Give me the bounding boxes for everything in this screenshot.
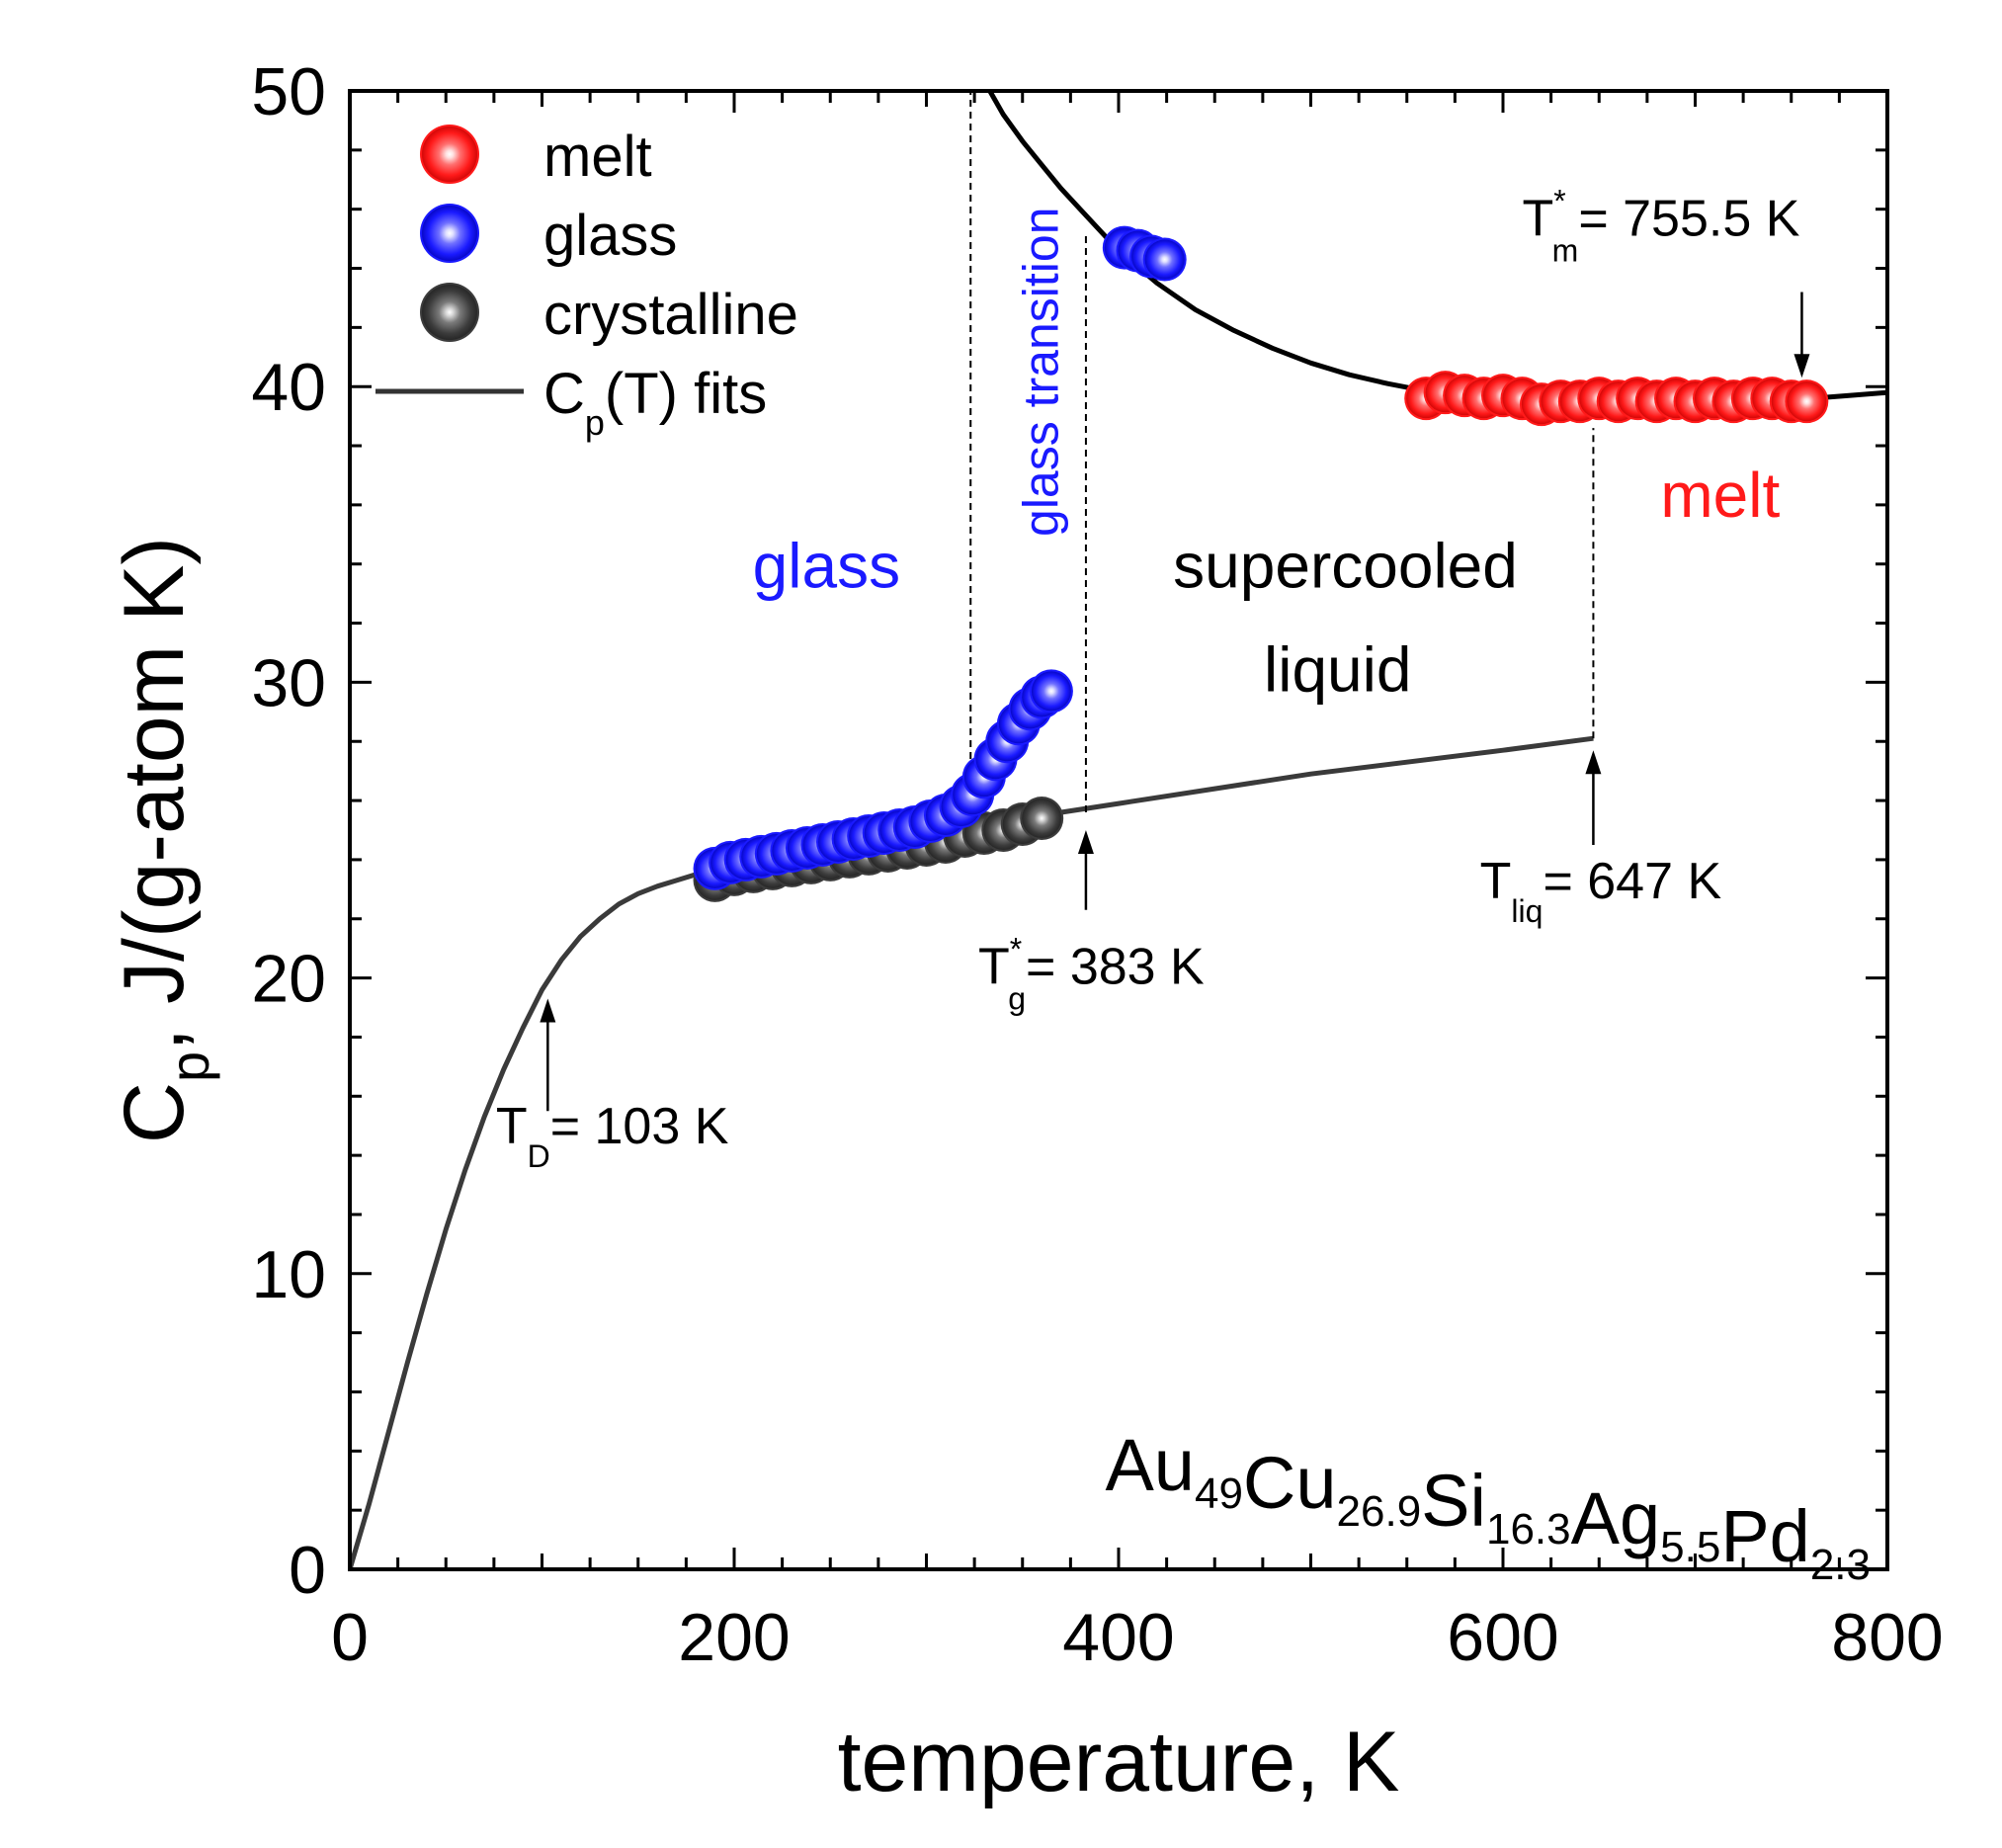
data-points bbox=[693, 225, 1829, 902]
temperature-label-sub: D bbox=[528, 1138, 550, 1174]
melt-point bbox=[1785, 379, 1829, 424]
temperature-label-base: T bbox=[1480, 853, 1512, 910]
temperature-label-base: T bbox=[978, 939, 1010, 996]
crystalline-point bbox=[1020, 797, 1064, 841]
temperature-label-value: = 647 K bbox=[1543, 853, 1721, 910]
composition-subscript: 26.9 bbox=[1337, 1487, 1422, 1536]
composition-subscript: 49 bbox=[1195, 1470, 1243, 1518]
legend-item-crystalline: crystalline bbox=[420, 283, 798, 347]
y-axis-title: Cp, J/(g-atom K) bbox=[107, 537, 220, 1143]
fit-line-crystal bbox=[350, 735, 1594, 1569]
x-tick-label: 800 bbox=[1831, 1600, 1943, 1675]
temperature-label-value: = 383 K bbox=[1026, 939, 1205, 996]
glass-point-shade bbox=[1144, 239, 1185, 280]
composition-element: Ag bbox=[1571, 1477, 1661, 1559]
composition-label: Au49Cu26.9Si16.3Ag5.5Pd2.3 bbox=[1105, 1424, 1871, 1589]
y-tick-label: 40 bbox=[251, 350, 326, 425]
temperature-label-value: = 103 K bbox=[550, 1098, 729, 1155]
composition-subscript: 16.3 bbox=[1486, 1505, 1571, 1554]
temperature-label-Tg: T* g= 383 K bbox=[978, 932, 1205, 1017]
legend-label-melt: melt bbox=[543, 125, 652, 189]
glass-point-shade bbox=[1031, 671, 1071, 712]
temperature-label-base: T bbox=[1522, 191, 1553, 248]
axes: 0 200 400 600 800 0 10 20 30 40 50 temperature, K Cp… bbox=[107, 54, 1944, 1809]
legend-label-glass: glass bbox=[543, 204, 677, 268]
legend-item-glass: glass bbox=[420, 204, 677, 268]
y-tick-label: 30 bbox=[251, 645, 326, 720]
glass-point bbox=[1029, 669, 1073, 714]
region-label-sc2: liquid bbox=[1264, 633, 1411, 705]
composition-element: Au bbox=[1105, 1424, 1195, 1506]
temperature-label-sup: * bbox=[1010, 932, 1022, 967]
melt-point-shade bbox=[1787, 381, 1827, 422]
legend-marker-shade-glass bbox=[422, 206, 477, 261]
arrow-head bbox=[540, 998, 556, 1023]
composition-subscript: 2.3 bbox=[1810, 1541, 1871, 1589]
arrow-head bbox=[1793, 354, 1810, 378]
y-tick-label: 50 bbox=[251, 54, 326, 129]
temperature-label-sub: liq bbox=[1511, 893, 1543, 929]
legend-marker-shade-melt bbox=[422, 126, 477, 182]
composition-element: Pd bbox=[1720, 1495, 1810, 1577]
temperature-label-sub: g bbox=[1008, 981, 1026, 1017]
legend-label-base: C bbox=[543, 362, 585, 426]
legend-marker-shade-crystalline bbox=[422, 285, 477, 340]
y-axis-title-rest: , J/(g-atom K) bbox=[107, 537, 202, 1051]
region-label-glass: glass bbox=[753, 531, 900, 602]
glass-point bbox=[1142, 237, 1187, 282]
composition-element: Si bbox=[1421, 1460, 1486, 1542]
y-axis-title-base: C bbox=[107, 1082, 202, 1143]
x-tick-label: 600 bbox=[1447, 1600, 1558, 1675]
y-tick-label: 20 bbox=[251, 942, 326, 1017]
temperature-label-value: = 755.5 K bbox=[1578, 191, 1799, 248]
arrow-Tg bbox=[1077, 830, 1094, 910]
arrow-Tliq bbox=[1585, 750, 1602, 845]
legend-label-sub: p bbox=[585, 402, 605, 443]
x-axis-title: temperature, K bbox=[838, 1715, 1400, 1809]
temperature-label-sup: * bbox=[1553, 184, 1565, 219]
region-label-sc1: supercooled bbox=[1173, 531, 1518, 602]
composition-subscript: 5.5 bbox=[1660, 1523, 1720, 1571]
arrow-TD bbox=[540, 998, 556, 1112]
arrow-head bbox=[1077, 830, 1094, 854]
x-tick-label: 200 bbox=[678, 1600, 790, 1675]
composition-element: Cu bbox=[1243, 1442, 1337, 1524]
x-tick-label: 400 bbox=[1062, 1600, 1174, 1675]
y-tick-label: 10 bbox=[251, 1237, 326, 1312]
glass-transition-label: glass transition bbox=[1013, 207, 1068, 537]
legend-item-melt: melt bbox=[420, 125, 652, 189]
y-tick-label: 0 bbox=[289, 1533, 326, 1608]
annotations: glass supercooled liquid melt glass transiti… bbox=[496, 184, 1871, 1589]
legend-label-fit: Cp(T) fits bbox=[543, 362, 767, 443]
temperature-label-TD: TD= 103 K bbox=[496, 1098, 729, 1174]
temperature-label-Tm: T* m= 755.5 K bbox=[1522, 184, 1799, 269]
temperature-label-base: T bbox=[496, 1098, 528, 1155]
temperature-label-sub: m bbox=[1552, 233, 1579, 269]
crystalline-point-shade bbox=[1022, 798, 1062, 839]
dashed-guide-lines bbox=[969, 91, 1595, 830]
y-axis-title-sub: p bbox=[158, 1051, 220, 1082]
legend: melt glass crystalline Cp(T) fits bbox=[375, 125, 798, 443]
legend-label-rest: (T) fits bbox=[605, 362, 767, 426]
x-tick-label: 0 bbox=[331, 1600, 369, 1675]
legend-item-fit: Cp(T) fits bbox=[375, 362, 767, 443]
arrow-head bbox=[1585, 750, 1602, 775]
legend-label-crystalline: crystalline bbox=[543, 283, 798, 347]
temperature-label-Tliq: Tliq= 647 K bbox=[1480, 853, 1722, 929]
arrow-Tm bbox=[1793, 292, 1810, 378]
region-label-melt: melt bbox=[1660, 460, 1780, 531]
